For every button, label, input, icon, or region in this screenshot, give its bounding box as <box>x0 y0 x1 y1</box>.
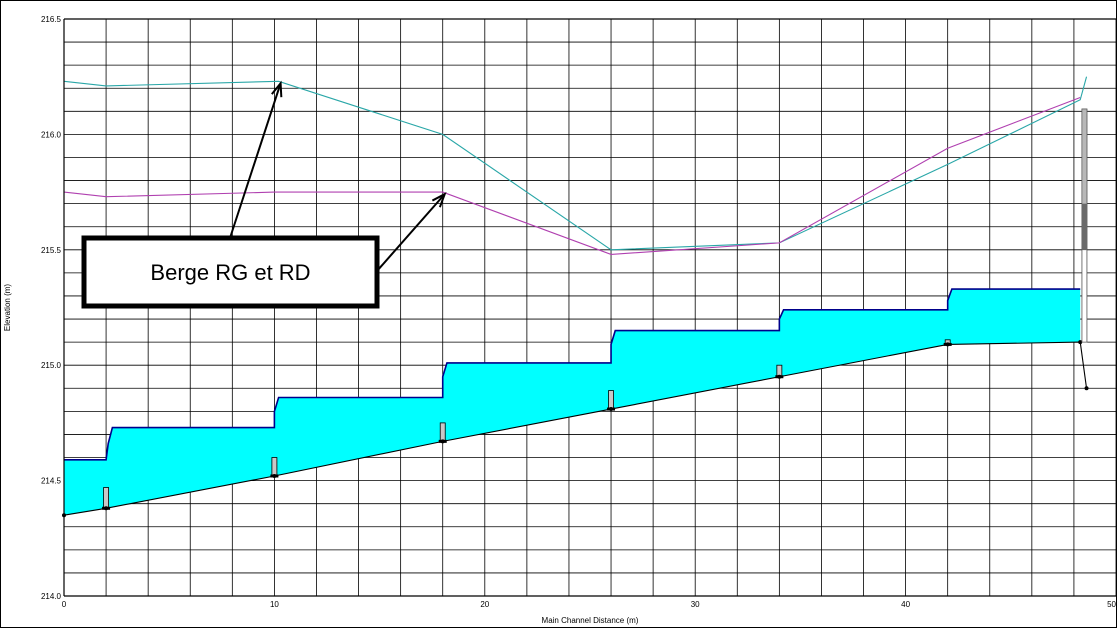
weir-structure <box>271 457 278 477</box>
axes <box>63 18 1116 597</box>
tick-labels: 0 10 20 30 40 50 214.0 214.5 215.0 215.5 216.0 216.… <box>41 15 1116 609</box>
callout-arrow-head <box>431 192 447 208</box>
callout-arrow-head <box>271 80 283 98</box>
water-surface-line <box>64 288 1081 461</box>
bed-point <box>1084 386 1089 391</box>
y-axis-title: Elevation (m) <box>3 284 12 331</box>
bank-right-line <box>63 96 1081 255</box>
bed-point <box>777 374 782 379</box>
weir-structure <box>103 487 109 509</box>
x-tick-label: 40 <box>901 600 910 609</box>
x-tick-label: 50 <box>1107 600 1116 609</box>
y-tick-label: 216.0 <box>41 130 62 139</box>
y-tick-label: 215.0 <box>41 361 62 370</box>
water-area-fill <box>64 289 1081 516</box>
bed-point <box>272 473 277 478</box>
bed-point <box>945 342 950 347</box>
callout-annotation: Berge RG et RD <box>81 80 447 309</box>
y-tick-label: 214.5 <box>41 477 62 486</box>
y-tick-label: 216.5 <box>41 15 62 24</box>
bed-point <box>1078 340 1083 345</box>
structures-layer <box>62 108 1089 518</box>
x-tick-label: 10 <box>270 600 279 609</box>
x-tick-label: 0 <box>62 600 67 609</box>
x-tick-label: 20 <box>480 600 489 609</box>
y-tick-label: 214.0 <box>41 592 62 601</box>
bank-left-line <box>63 76 1088 251</box>
callout-arrow <box>376 193 446 272</box>
callout-text: Berge RG et RD <box>150 260 310 285</box>
bed-point <box>609 407 614 412</box>
callout-box <box>81 235 380 309</box>
bed-point <box>104 506 109 511</box>
y-tick-label: 215.5 <box>41 246 62 255</box>
water-fill-layer <box>64 289 1081 516</box>
x-tick-label: 30 <box>691 600 700 609</box>
weir-structure <box>439 422 446 442</box>
callout-arrow <box>229 83 282 239</box>
bed-point <box>440 439 445 444</box>
end-gate-dark <box>1081 203 1087 250</box>
weir-structure <box>608 390 614 410</box>
x-axis-title: Main Channel Distance (m) <box>542 616 639 625</box>
